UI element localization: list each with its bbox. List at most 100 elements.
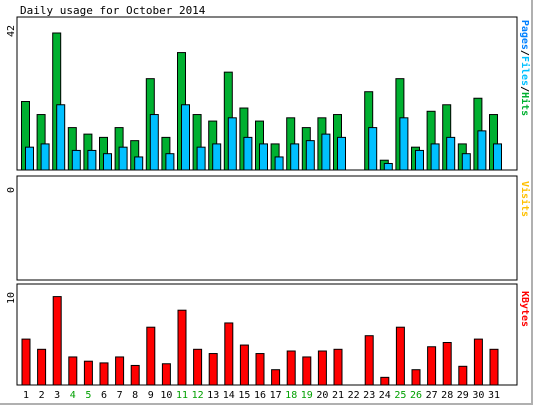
- files-bar-day-6: [103, 153, 112, 171]
- kbytes-bar-day-9: [146, 326, 156, 386]
- files-bar-day-29: [461, 153, 471, 171]
- files-bar-day-9: [149, 114, 159, 171]
- day-label-24: 24: [379, 390, 391, 401]
- kbytes-bar-day-26: [411, 369, 421, 386]
- kbytes-bar-day-3: [52, 296, 62, 386]
- y-max-label-2: 0: [6, 187, 17, 193]
- day-label-29: 29: [457, 390, 469, 401]
- files-bar-day-2: [40, 143, 50, 171]
- day-label-15: 15: [238, 390, 250, 401]
- day-label-12: 12: [192, 390, 204, 401]
- files-bar-day-21: [337, 136, 346, 171]
- files-bar-day-8: [134, 156, 144, 171]
- files-bar-day-7: [118, 146, 128, 171]
- files-bar-day-30: [477, 130, 487, 171]
- kbytes-bar-day-12: [193, 348, 203, 386]
- day-label-5: 5: [85, 390, 91, 401]
- kbytes-bar-day-15: [239, 344, 249, 386]
- day-label-1: 1: [23, 390, 29, 401]
- kbytes-bar-day-23: [364, 335, 374, 386]
- day-label-4: 4: [70, 390, 76, 401]
- day-label-11: 11: [176, 390, 188, 401]
- day-label-16: 16: [254, 390, 266, 401]
- day-label-21: 21: [332, 390, 344, 401]
- files-bar-day-10: [165, 153, 175, 171]
- kbytes-bar-day-13: [208, 353, 218, 386]
- files-bar-day-16: [259, 143, 268, 171]
- files-bar-day-20: [321, 133, 331, 171]
- files-bar-day-23: [368, 127, 378, 171]
- visits-side-label-part-1: Visits: [519, 181, 531, 217]
- kbytes-bar-day-4: [68, 356, 78, 386]
- kbytes-bar-day-24: [380, 376, 390, 386]
- files-bar-day-15: [243, 136, 253, 171]
- files-bar-day-17: [274, 156, 284, 171]
- kbytes-bar-day-25: [395, 326, 405, 386]
- day-label-28: 28: [441, 390, 453, 401]
- files-bar-day-4: [71, 149, 81, 171]
- kbytes-bar-day-18: [286, 350, 296, 386]
- day-label-20: 20: [316, 390, 328, 401]
- files-bar-day-27: [430, 143, 440, 171]
- kbytes-bar-day-11: [177, 309, 187, 386]
- kbytes-side-label-part-1: KBytes: [519, 291, 530, 327]
- panel-frame-2: [16, 175, 518, 281]
- files-bar-day-13: [212, 143, 222, 171]
- kbytes-bar-day-8: [130, 364, 140, 386]
- files-bar-day-1: [25, 146, 34, 171]
- hits-side-label-separator: /: [519, 50, 530, 56]
- y-max-label-3: 10: [6, 292, 17, 304]
- day-label-6: 6: [101, 390, 107, 401]
- files-bar-day-3: [56, 104, 66, 171]
- files-bar-day-26: [415, 149, 424, 171]
- day-label-9: 9: [148, 390, 154, 401]
- files-bar-day-12: [196, 146, 206, 171]
- day-label-14: 14: [223, 390, 235, 401]
- files-bar-day-25: [399, 117, 409, 171]
- day-label-18: 18: [285, 390, 297, 401]
- kbytes-bar-day-14: [224, 322, 234, 386]
- day-label-26: 26: [410, 390, 422, 401]
- kbytes-bar-day-31: [489, 348, 499, 386]
- files-bar-day-11: [181, 104, 190, 171]
- kbytes-bar-day-6: [99, 362, 109, 386]
- day-label-13: 13: [207, 390, 219, 401]
- kbytes-bar-day-20: [317, 350, 327, 386]
- day-label-2: 2: [39, 390, 45, 401]
- kbytes-bar-day-2: [37, 348, 47, 386]
- day-label-7: 7: [117, 390, 123, 401]
- kbytes-bar-day-29: [458, 365, 468, 386]
- files-bar-day-18: [290, 143, 300, 171]
- day-label-25: 25: [394, 390, 406, 401]
- kbytes-bar-day-19: [302, 356, 312, 386]
- day-label-22: 22: [348, 390, 360, 401]
- hits-side-label-part-1: Pages: [519, 20, 530, 50]
- day-label-17: 17: [270, 390, 282, 401]
- day-label-30: 30: [472, 390, 484, 401]
- kbytes-bar-day-16: [255, 353, 265, 386]
- day-label-19: 19: [301, 390, 313, 401]
- files-bar-day-31: [493, 143, 502, 171]
- kbytes-bar-day-10: [161, 363, 171, 386]
- files-bar-day-24: [383, 162, 393, 171]
- kbytes-bar-day-27: [427, 346, 437, 386]
- files-bar-day-5: [87, 149, 97, 171]
- files-bar-day-19: [305, 140, 315, 171]
- kbytes-bar-day-28: [442, 342, 452, 386]
- hits-side-label-part-3: Hits: [519, 92, 531, 116]
- day-label-10: 10: [160, 390, 172, 401]
- visits-side-label: Visits: [519, 181, 531, 217]
- kbytes-bar-day-17: [271, 369, 281, 386]
- kbytes-bar-day-5: [83, 360, 93, 386]
- kbytes-bar-day-21: [333, 348, 343, 386]
- day-label-27: 27: [426, 390, 438, 401]
- kbytes-bar-day-1: [21, 338, 31, 386]
- hits-side-label-separator: /: [519, 86, 530, 92]
- files-bar-day-14: [227, 117, 237, 171]
- chart-title: Daily usage for October 2014: [20, 4, 206, 17]
- day-label-8: 8: [132, 390, 138, 401]
- files-bar-day-28: [446, 136, 456, 171]
- kbytes-bar-day-7: [115, 356, 125, 386]
